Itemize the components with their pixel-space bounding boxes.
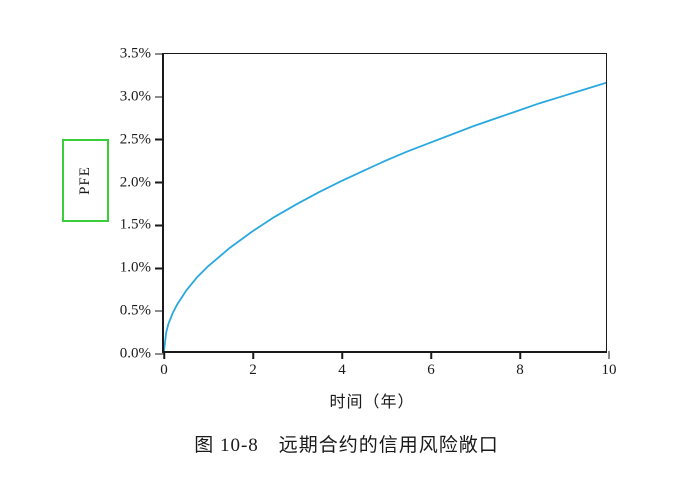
- y-tick-label: 3.0%: [119, 88, 151, 105]
- y-tick-label: 3.5%: [119, 45, 151, 62]
- x-tick-4: 4: [338, 351, 346, 378]
- x-tick-8: 8: [516, 351, 524, 378]
- y-tick-label: 0.5%: [119, 302, 151, 319]
- y-tick-3.5: 3.5%: [107, 45, 164, 62]
- y-tick-1.5: 1.5%: [107, 216, 164, 233]
- y-tick-mark: [155, 96, 164, 98]
- y-tick-0.5: 0.5%: [107, 302, 164, 319]
- y-tick-1.0: 1.0%: [107, 259, 164, 276]
- x-tick-label: 6: [427, 362, 435, 378]
- y-tick-label: 2.0%: [119, 174, 151, 191]
- y-tick-mark: [155, 53, 164, 55]
- y-tick-2.0: 2.0%: [107, 175, 164, 190]
- y-tick-mark: [155, 353, 164, 355]
- y-axis-label: PFE: [76, 166, 93, 195]
- x-tick-6: 6: [427, 351, 435, 378]
- x-tick-2: 2: [249, 351, 257, 378]
- pfe-curve-svg: [164, 81, 606, 351]
- y-tick-mark: [155, 267, 164, 270]
- y-tick-mark: [155, 181, 164, 184]
- figure-caption: 图 10-8 远期合约的信用风险敞口: [194, 435, 499, 456]
- x-tick-mark: [163, 351, 165, 359]
- y-tick-0.0: 0.0%: [107, 345, 164, 362]
- x-tick-mark: [341, 351, 343, 359]
- x-tick-label: 10: [601, 362, 617, 378]
- y-tick-label: 1.5%: [119, 216, 151, 233]
- y-tick-label: 1.0%: [119, 259, 151, 276]
- plot-area: 3.5% 3.0% 2.5% 2.0% 1.5% 1.0% 0.5% 0.0% …: [120, 46, 617, 378]
- y-tick-mark: [155, 224, 164, 227]
- x-axis-label: 时间（年）: [329, 394, 415, 411]
- y-tick-mark: [155, 138, 164, 141]
- x-tick-mark: [519, 351, 521, 359]
- x-tick-mark: [608, 351, 610, 359]
- x-tick-mark: [252, 351, 254, 359]
- pfe-curve-line: [164, 81, 606, 351]
- y-tick-mark: [155, 310, 164, 312]
- y-axis-label-box: PFE: [62, 139, 109, 222]
- x-tick-label: 4: [338, 362, 346, 378]
- y-tick-label: 2.5%: [119, 131, 151, 148]
- x-tick-label: 0: [160, 362, 168, 378]
- x-tick-mark: [430, 351, 432, 359]
- x-tick-label: 8: [516, 362, 524, 378]
- y-tick-2.5: 2.5%: [107, 132, 164, 147]
- y-tick-label: 0.0%: [119, 345, 151, 362]
- x-tick-label: 2: [249, 362, 257, 378]
- x-tick-10: 10: [602, 351, 617, 378]
- y-tick-3.0: 3.0%: [107, 89, 164, 104]
- x-tick-0: 0: [160, 351, 168, 378]
